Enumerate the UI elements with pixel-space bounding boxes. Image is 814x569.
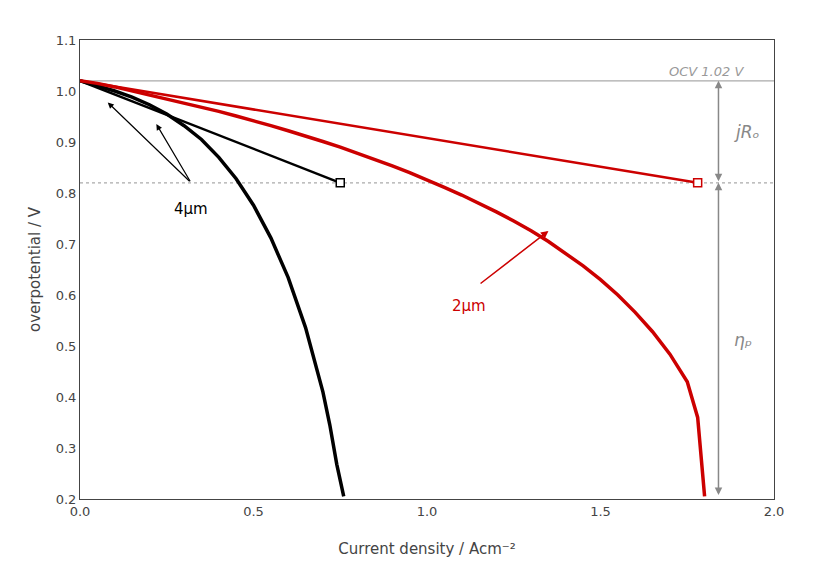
svg-text:4μm: 4μm: [174, 200, 208, 218]
svg-text:1.1: 1.1: [56, 33, 77, 48]
svg-text:0.9: 0.9: [56, 135, 77, 150]
svg-text:OCV 1.02 V: OCV 1.02 V: [669, 64, 744, 79]
svg-text:0.5: 0.5: [56, 339, 77, 354]
svg-text:0.2: 0.2: [56, 492, 77, 507]
svg-text:overpotential / V: overpotential / V: [26, 206, 44, 332]
svg-text:0.3: 0.3: [56, 441, 77, 456]
svg-text:2μm: 2μm: [452, 297, 486, 315]
svg-text:0.6: 0.6: [56, 288, 77, 303]
svg-text:1.5: 1.5: [590, 504, 611, 519]
svg-text:0.4: 0.4: [56, 390, 77, 405]
svg-text:0.0: 0.0: [70, 504, 91, 519]
svg-text:1.0: 1.0: [417, 504, 438, 519]
svg-text:Current density / Acm⁻²: Current density / Acm⁻²: [338, 540, 515, 558]
svg-text:0.8: 0.8: [56, 186, 77, 201]
svg-text:ηₚ: ηₚ: [734, 330, 752, 350]
svg-text:0.5: 0.5: [243, 504, 264, 519]
svg-text:0.7: 0.7: [56, 237, 77, 252]
svg-text:2.0: 2.0: [764, 504, 785, 519]
svg-text:jRₒ: jRₒ: [734, 122, 760, 142]
svg-text:1.0: 1.0: [56, 84, 77, 99]
